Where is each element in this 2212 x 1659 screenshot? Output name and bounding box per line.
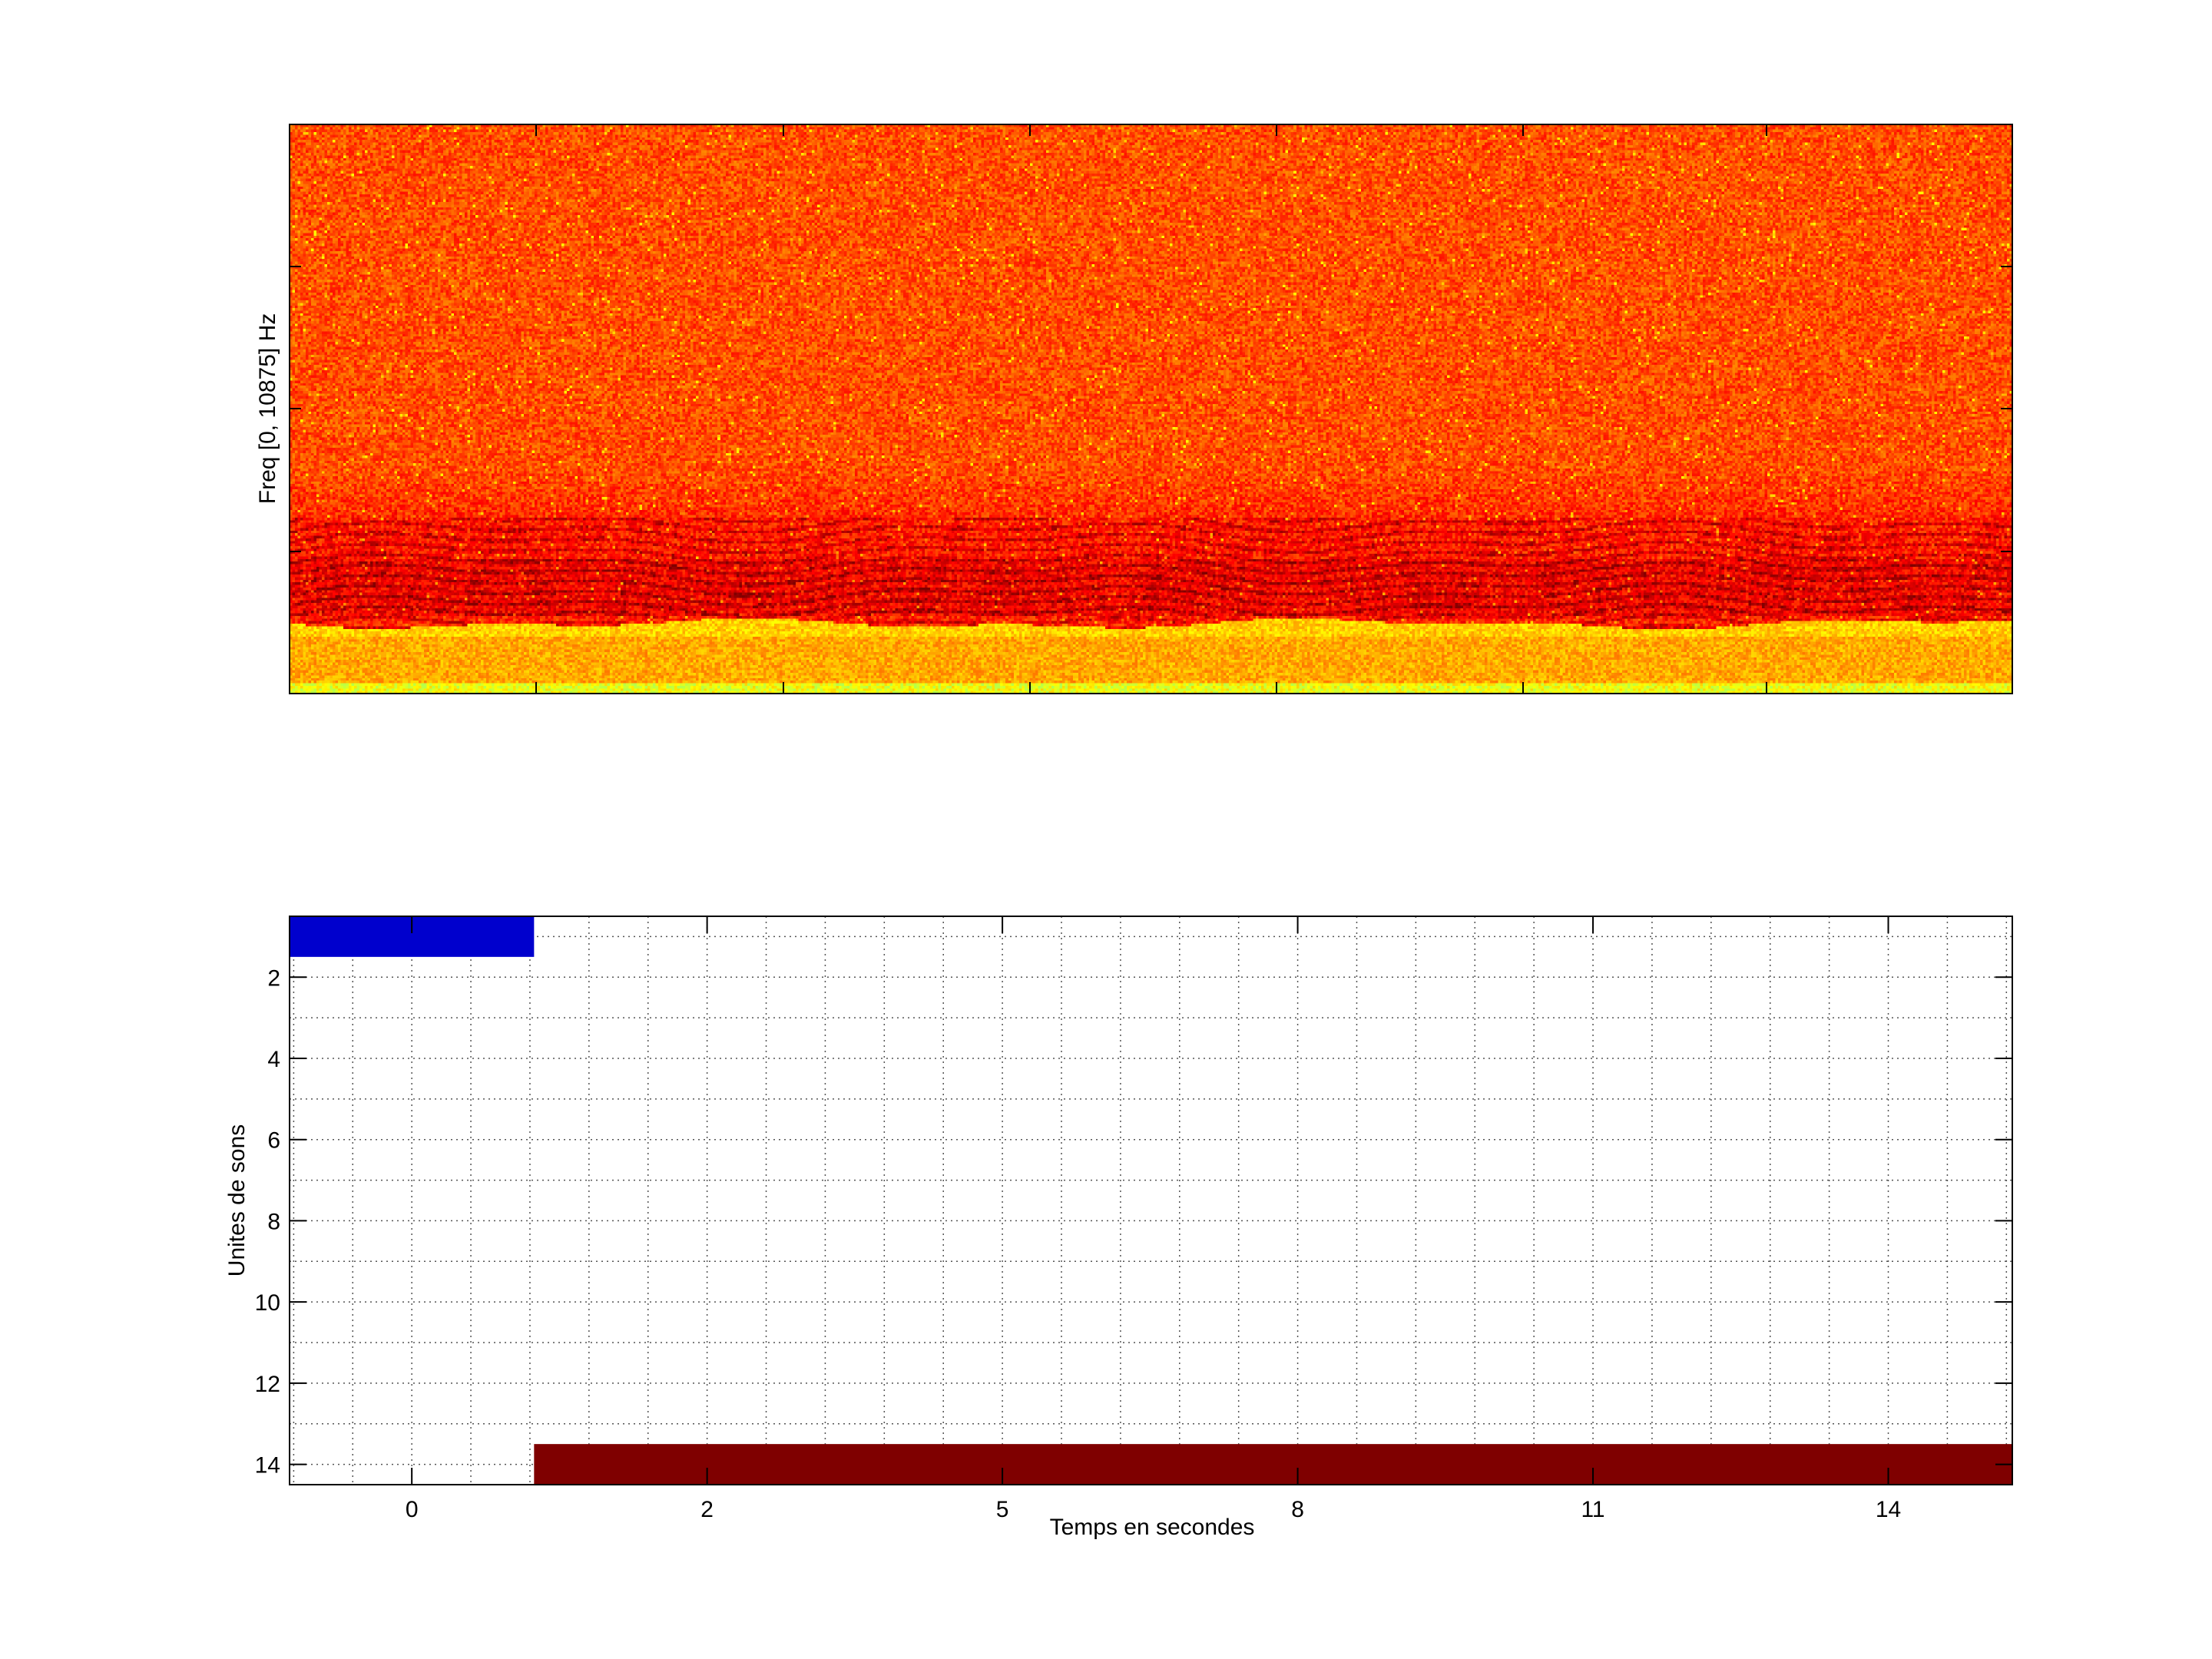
x-tick-label: 0 [406, 1497, 419, 1522]
sound-units-axes: 0 2 5 8 11 14 2 4 6 8 10 12 14 Temps en secondes Uni… [224, 916, 2013, 1540]
segments [290, 916, 2012, 1485]
y-tick-label: 6 [267, 1128, 280, 1154]
x-tick-label: 14 [1876, 1497, 1901, 1522]
y-tick-label: 10 [255, 1290, 280, 1316]
y-tick-label: 12 [255, 1372, 280, 1397]
spectrogram-ticks [289, 124, 2012, 694]
x-tick-label: 11 [1581, 1497, 1604, 1522]
grid-lines [290, 916, 2012, 1485]
sound-units-ylabel: Unites de sons [224, 1124, 250, 1277]
spectrogram-axes: Freq [0, 10875] Hz [255, 124, 2013, 694]
y-tick-label: 8 [267, 1209, 280, 1234]
sound-units-xlabel: Temps en secondes [1050, 1515, 1255, 1540]
spectrogram-frame [289, 124, 2013, 694]
segment-unit-14 [534, 1444, 2012, 1485]
y-tick-label: 2 [267, 965, 280, 991]
x-tick-label: 8 [1291, 1497, 1304, 1522]
y-tick-label: 14 [255, 1453, 280, 1479]
sound-units-ticks: 0 2 5 8 11 14 2 4 6 8 10 12 14 [255, 916, 2012, 1522]
x-tick-label: 5 [996, 1497, 1009, 1522]
spectrogram-ylabel: Freq [0, 10875] Hz [255, 313, 280, 504]
y-tick-label: 4 [267, 1047, 280, 1072]
spectrogram-image [290, 124, 2012, 694]
sound-units-frame [289, 916, 2013, 1485]
x-tick-label: 2 [700, 1497, 714, 1522]
